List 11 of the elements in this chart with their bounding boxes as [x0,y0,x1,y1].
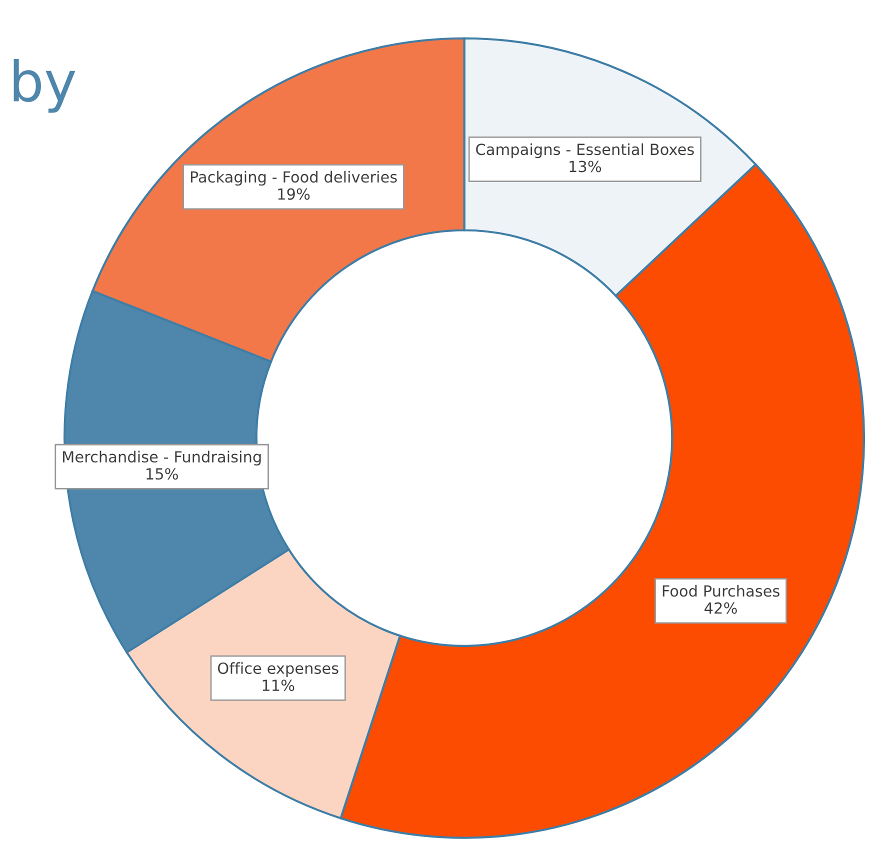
slice-label: Campaigns - Essential Boxes [476,143,694,158]
chart-title: by [14,59,76,113]
data-label: 19% [278,188,310,200]
slice-label: Merchandise - Fundraising [63,450,261,466]
slice-label: Food Purchases [662,584,780,597]
data-label: 11% [262,680,294,692]
data-label: 42% [704,602,737,614]
slice-label: Office expenses [218,662,338,677]
data-label: 15% [146,468,178,480]
slice-label: Packaging - Food deliveries [190,170,397,186]
data-label: 13% [570,160,602,172]
